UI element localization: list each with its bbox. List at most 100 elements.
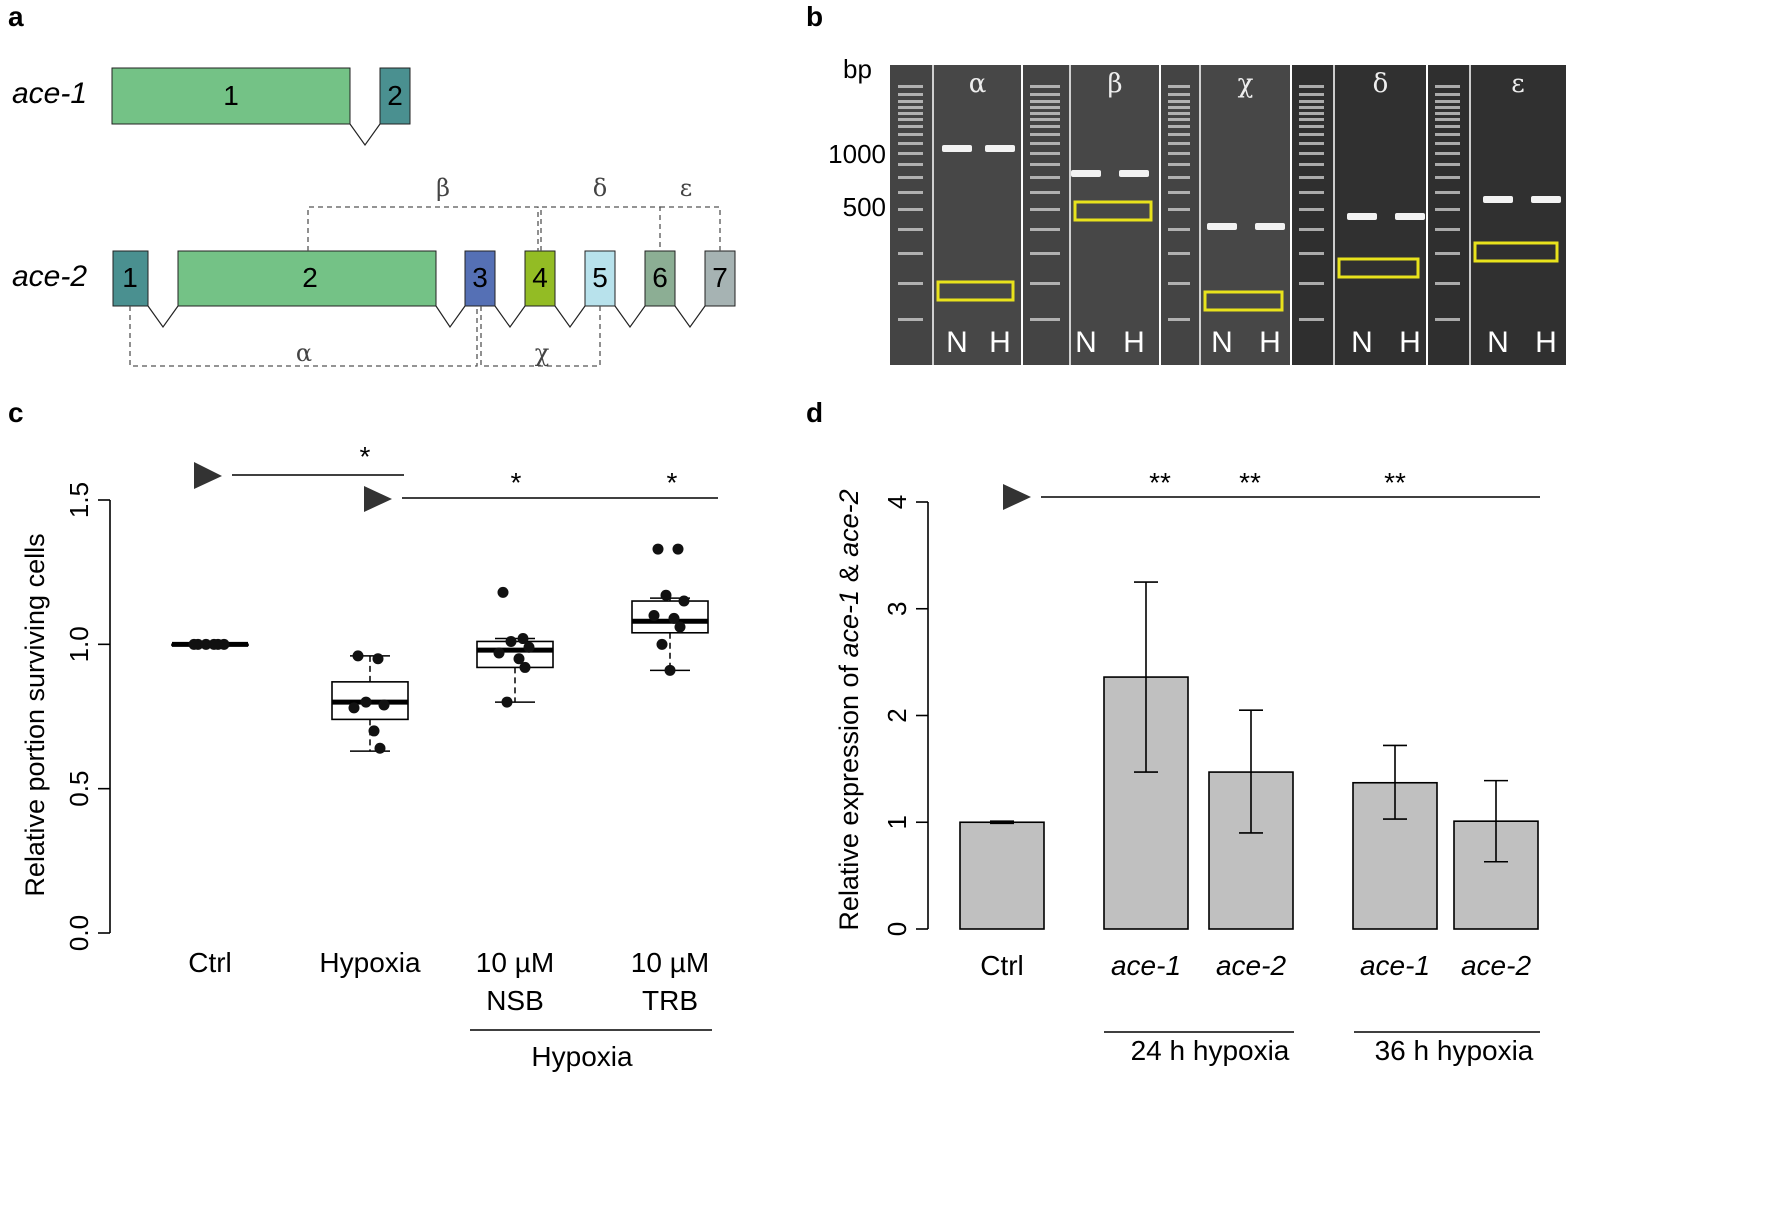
data-point bbox=[493, 647, 505, 659]
ladder-band bbox=[1168, 118, 1190, 121]
primer-chi-bracket bbox=[480, 306, 601, 367]
ladder-band bbox=[1030, 125, 1060, 128]
d-y-tick-label: 2 bbox=[882, 708, 912, 722]
data-point bbox=[378, 699, 390, 711]
ladder-band bbox=[1030, 106, 1060, 109]
ace-2-exon-7-label: 7 bbox=[712, 262, 728, 293]
expected-band-box bbox=[1073, 200, 1153, 222]
ladder-band bbox=[1299, 125, 1324, 128]
ladder-band bbox=[1168, 282, 1190, 285]
ladder-band bbox=[1030, 152, 1060, 155]
ladder-band bbox=[898, 191, 923, 194]
gene-label-ace-2: ace-2 bbox=[12, 260, 87, 293]
data-point bbox=[352, 650, 364, 662]
gel-images: bp 1000 500 αN HβN HχN HδN HεN H bbox=[828, 54, 1566, 365]
sample-band bbox=[942, 145, 972, 152]
ladder-band bbox=[1435, 100, 1460, 103]
ladder-band bbox=[1030, 142, 1060, 145]
ladder-band bbox=[1030, 163, 1060, 166]
gel-3: χ N H bbox=[1159, 65, 1291, 365]
primer-alpha-label: α bbox=[296, 339, 312, 367]
ladder-band bbox=[898, 282, 923, 285]
marker-500-label: 500 bbox=[843, 192, 886, 222]
sample-band bbox=[1071, 170, 1101, 177]
c-significance-star: * bbox=[667, 467, 678, 498]
ladder-band bbox=[1168, 163, 1190, 166]
c-x-tick-label: TRB bbox=[642, 985, 698, 1016]
ladder-band bbox=[1299, 100, 1324, 103]
data-point bbox=[678, 595, 690, 607]
gel-2: β N H bbox=[1021, 65, 1160, 365]
data-point bbox=[664, 664, 676, 676]
ladder-band bbox=[1168, 93, 1190, 96]
d-bar-4 bbox=[1352, 744, 1438, 930]
primer-delta-label: δ bbox=[593, 174, 607, 202]
ladder-band bbox=[1299, 133, 1324, 136]
ace-1-exon-2 bbox=[379, 67, 411, 125]
d-x-tick-label: ace-1 bbox=[1360, 950, 1430, 981]
lane-label-H: H bbox=[1535, 326, 1557, 359]
ladder-band bbox=[1299, 318, 1324, 321]
ladder-band bbox=[1299, 252, 1324, 255]
data-point bbox=[208, 638, 220, 650]
ladder-band bbox=[1030, 176, 1060, 179]
ladder-band bbox=[1435, 176, 1460, 179]
ladder-band bbox=[898, 318, 923, 321]
expression-barchart: Relative expression of ace-1 & ace-2 0 1 2… bbox=[834, 467, 1540, 1066]
ladder-band bbox=[898, 176, 923, 179]
panel-letter-a: a bbox=[8, 1, 24, 32]
primer-beta-bracket bbox=[307, 206, 539, 251]
ace-2-exon-4 bbox=[524, 250, 556, 307]
data-point bbox=[672, 543, 684, 555]
gel-4: δ N H bbox=[1290, 65, 1427, 365]
sample-band bbox=[985, 145, 1015, 152]
gel-primer-label: ε bbox=[1511, 69, 1524, 99]
d-significance-marker: ** bbox=[1239, 467, 1261, 498]
ace-2-intron-1 bbox=[147, 305, 179, 329]
ladder-band bbox=[1435, 282, 1460, 285]
c-x-tick-label: 10 µM bbox=[476, 947, 554, 978]
d-y-axis-label: Relative expression of ace-1 & ace-2 bbox=[834, 489, 864, 930]
ladder-band bbox=[1030, 85, 1060, 88]
ace-2-intron-4 bbox=[554, 305, 586, 329]
ace-2-exon-3 bbox=[464, 250, 496, 307]
d-group-label-36h: 36 h hypoxia bbox=[1375, 1035, 1534, 1066]
ladder-band bbox=[898, 100, 923, 103]
data-point bbox=[372, 653, 384, 665]
d-significance-marker: ** bbox=[1149, 467, 1171, 498]
ladder-band bbox=[898, 118, 923, 121]
sample-band bbox=[1119, 170, 1149, 177]
ladder-band bbox=[1435, 228, 1460, 231]
ladder-band bbox=[1168, 252, 1190, 255]
c-box-2 bbox=[331, 650, 409, 754]
d-x-tick-label: ace-2 bbox=[1216, 950, 1286, 981]
ladder-band bbox=[1299, 118, 1324, 121]
data-point bbox=[360, 696, 372, 708]
ladder-band bbox=[1435, 125, 1460, 128]
ace-2-intron-6 bbox=[674, 305, 706, 329]
expected-band-box bbox=[1337, 257, 1420, 279]
ace-2-exon-7 bbox=[704, 250, 736, 307]
c-y-tick-label: 1.0 bbox=[64, 626, 94, 662]
d-x-tick-label: ace-2 bbox=[1461, 950, 1531, 981]
c-box-1 bbox=[171, 638, 249, 650]
lane-label-H: H bbox=[1123, 326, 1145, 359]
ladder-band bbox=[1299, 93, 1324, 96]
ladder-band bbox=[1168, 176, 1190, 179]
gel-primer-label: α bbox=[969, 69, 987, 99]
sample-band bbox=[1395, 213, 1425, 220]
data-point bbox=[368, 725, 380, 737]
bp-label: bp bbox=[843, 54, 872, 84]
ace-2-exon-5-label: 5 bbox=[592, 262, 608, 293]
ace-2-exon-1-label: 1 bbox=[122, 262, 138, 293]
ladder-band bbox=[898, 152, 923, 155]
sample-band bbox=[1483, 196, 1513, 203]
ladder-band bbox=[1030, 112, 1060, 115]
ladder-band bbox=[898, 142, 923, 145]
ace-2-exon-6-label: 6 bbox=[652, 262, 668, 293]
d-significance-marker: ** bbox=[1384, 467, 1406, 498]
ladder-band bbox=[1168, 142, 1190, 145]
ace-1-exon-2-label: 2 bbox=[387, 80, 403, 111]
expected-band-box bbox=[936, 280, 1015, 302]
